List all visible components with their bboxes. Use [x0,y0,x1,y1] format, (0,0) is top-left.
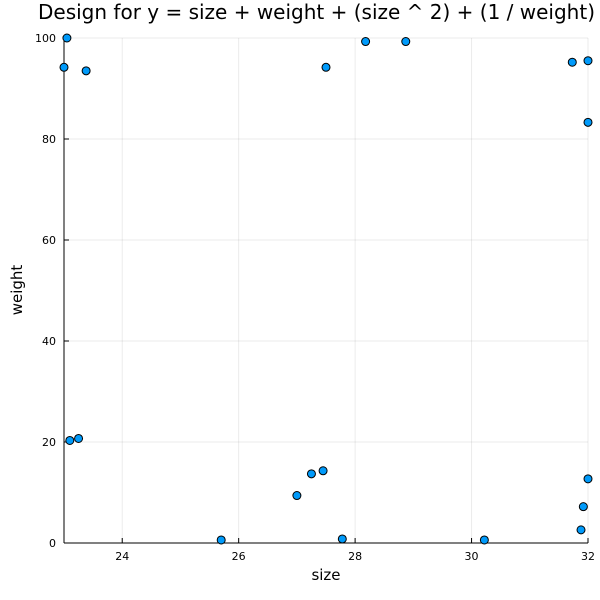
y-tick-label: 60 [42,234,56,247]
x-axis-label: size [311,566,340,584]
data-point [583,117,593,127]
data-point [62,33,72,43]
y-tick-label: 20 [42,436,56,449]
data-point [567,57,577,67]
y-tick-label: 40 [42,335,56,348]
x-tick-label: 24 [115,550,129,563]
data-point [216,535,226,545]
data-point [65,435,75,445]
data-point [578,502,588,512]
data-point [479,535,489,545]
data-point [306,469,316,479]
data-point [401,37,411,47]
data-point [81,66,91,76]
x-tick-label: 28 [348,550,362,563]
data-point [583,474,593,484]
data-point [337,534,347,544]
y-tick-label: 100 [35,32,56,45]
y-axis-label: weight [8,265,26,316]
y-tick-label: 0 [49,537,56,550]
data-point [74,433,84,443]
grid [64,37,589,544]
tick-labels: 24 26 28 30 32 0 20 40 60 80 100 [35,32,595,563]
data-point [292,491,302,501]
data-points [59,33,593,545]
x-tick-label: 30 [465,550,479,563]
data-point [321,62,331,72]
x-tick-label: 32 [581,550,595,563]
data-point [59,62,69,72]
data-point [576,525,586,535]
y-tick-label: 80 [42,133,56,146]
chart-title: Design for y = size + weight + (size ^ 2… [38,0,595,24]
data-point [318,466,328,476]
data-point [583,56,593,66]
axes [63,37,589,544]
x-tick-label: 26 [232,550,246,563]
data-point [361,37,371,47]
